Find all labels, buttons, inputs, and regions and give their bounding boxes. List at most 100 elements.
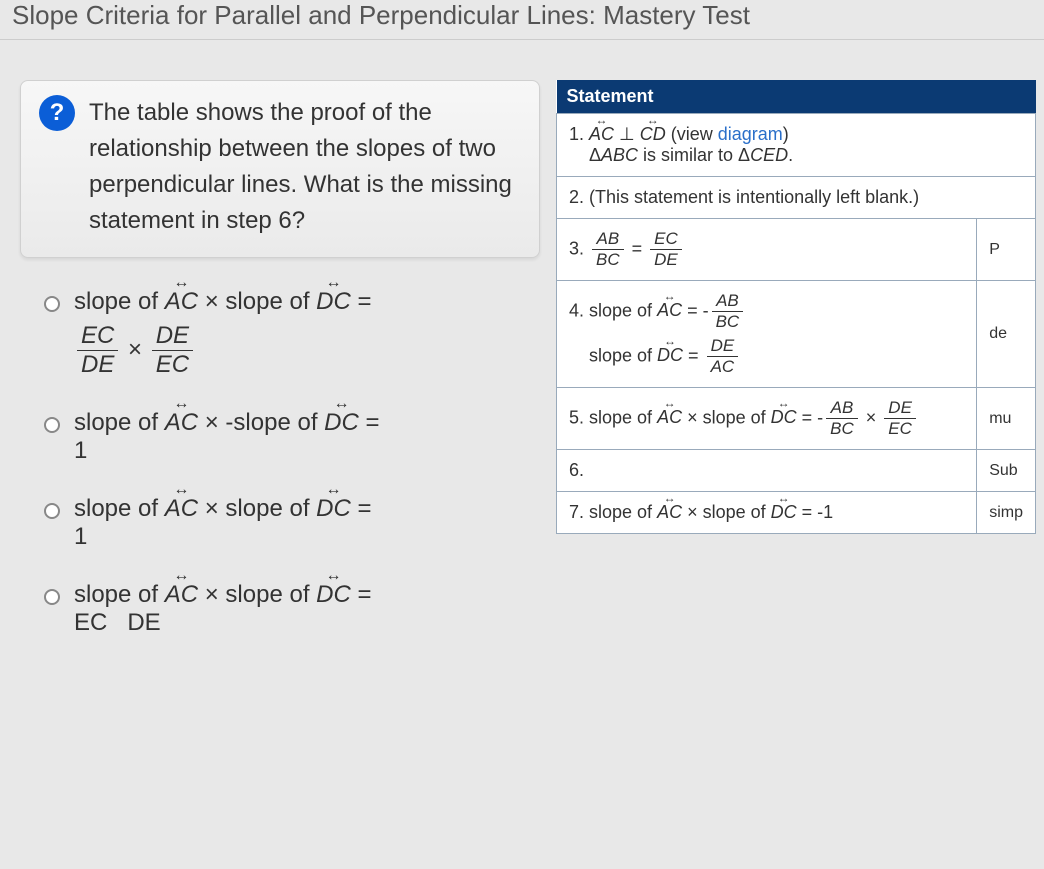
text: × slope of (682, 502, 771, 522)
fraction: ABBC (712, 291, 744, 332)
text: (view (666, 124, 718, 144)
reason-5: mu (977, 388, 1036, 450)
text: = (351, 288, 372, 315)
option-a[interactable]: slope of AC × slope of DC = ECDE × DEEC (44, 288, 540, 379)
text: = -1 (797, 502, 834, 522)
segment-DC: DC (316, 288, 351, 316)
segment-DC: DC (771, 407, 797, 428)
statement-5: 5. slope of AC × slope of DC = -ABBC × D… (557, 388, 977, 450)
text: 1 (74, 437, 380, 465)
text: CED (750, 145, 788, 165)
diagram-link[interactable]: diagram (718, 124, 783, 144)
segment-AC: AC (165, 581, 198, 609)
table-row: 5. slope of AC × slope of DC = -ABBC × D… (557, 388, 1036, 450)
denominator: EC (152, 351, 193, 379)
option-d-content: slope of AC × slope of DC = ECDE (74, 581, 372, 637)
main-content: ? The table shows the proof of the relat… (0, 40, 1044, 667)
text: 4. slope of (569, 300, 657, 320)
statement-1: 1. AC ⊥ CD (view diagram) ΔABC is simila… (557, 114, 1036, 177)
reason-6: Sub (977, 450, 1036, 492)
fraction: DEEC (152, 322, 193, 379)
text: × slope of (198, 495, 316, 522)
text: Δ (589, 145, 601, 165)
fraction: ECDE (650, 229, 682, 270)
text: slope of (74, 288, 165, 315)
table-row: 2. (This statement is intentionally left… (557, 177, 1036, 219)
question-icon: ? (39, 95, 75, 131)
option-b-content: slope of AC × -slope of DC = 1 (74, 409, 380, 465)
denominator: EC (884, 419, 916, 439)
segment-DC: DC (657, 345, 683, 366)
fraction: DEAC (707, 336, 739, 377)
denominator: AC (707, 357, 739, 377)
left-panel: ? The table shows the proof of the relat… (20, 80, 540, 667)
statement-2: 2. (This statement is intentionally left… (557, 177, 1036, 219)
radio-icon (44, 589, 60, 605)
question-text: The table shows the proof of the relatio… (89, 95, 521, 239)
page-title: Slope Criteria for Parallel and Perpendi… (0, 0, 1044, 40)
statement-6: 6. (557, 450, 977, 492)
text: 3. (569, 238, 589, 258)
segment-AC: AC (657, 502, 682, 523)
numerator: DE (152, 322, 193, 351)
numerator: EC (77, 322, 118, 351)
numerator: AB (592, 229, 624, 250)
segment-AC: AC (165, 495, 198, 523)
segment-AC: AC (657, 407, 682, 428)
option-b[interactable]: slope of AC × -slope of DC = 1 (44, 409, 540, 465)
text: × -slope of (198, 409, 324, 436)
text: 5. slope of (569, 407, 657, 427)
table-row: 6. Sub (557, 450, 1036, 492)
segment-AC: AC (165, 288, 198, 316)
numerator: DE (707, 336, 739, 357)
fraction: DEEC (884, 398, 916, 439)
text: = - (797, 407, 824, 427)
text: = (683, 345, 704, 365)
text: slope of (74, 581, 165, 608)
numerator: AB (712, 291, 744, 312)
option-c-content: slope of AC × slope of DC = 1 (74, 495, 372, 551)
option-c[interactable]: slope of AC × slope of DC = 1 (44, 495, 540, 551)
segment-CD: CD (640, 124, 666, 145)
denominator: BC (592, 250, 624, 270)
numerator: DE (884, 398, 916, 419)
option-d[interactable]: slope of AC × slope of DC = ECDE (44, 581, 540, 637)
statement-3: 3. ABBC = ECDE (557, 219, 977, 281)
numerator: AB (826, 398, 858, 419)
radio-icon (44, 417, 60, 433)
denominator: BC (712, 312, 744, 332)
text: ABC (601, 145, 638, 165)
table-row: 1. AC ⊥ CD (view diagram) ΔABC is simila… (557, 114, 1036, 177)
table-header-statement: Statement (557, 80, 1036, 114)
text: EC (74, 609, 107, 636)
table-row: 3. ABBC = ECDE P (557, 219, 1036, 281)
denominator: DE (650, 250, 682, 270)
text: × slope of (682, 407, 771, 427)
segment-DC: DC (324, 409, 359, 437)
text: × slope of (198, 288, 316, 315)
text: 7. slope of (569, 502, 657, 522)
text: slope of (74, 409, 165, 436)
denominator: BC (826, 419, 858, 439)
text: DE (127, 609, 160, 636)
radio-icon (44, 503, 60, 519)
proof-table: Statement 1. AC ⊥ CD (view diagram) ΔABC… (556, 80, 1036, 534)
question-box: ? The table shows the proof of the relat… (20, 80, 540, 258)
right-panel: Statement 1. AC ⊥ CD (view diagram) ΔABC… (556, 80, 1036, 667)
text: × (121, 336, 148, 363)
option-a-content: slope of AC × slope of DC = ECDE × DEEC (74, 288, 372, 379)
reason-3: P (977, 219, 1036, 281)
fraction: ABBC (592, 229, 624, 270)
text: = - (682, 300, 709, 320)
reason-7: simp (977, 492, 1036, 534)
reason-4: de (977, 281, 1036, 388)
fraction: ABBC (826, 398, 858, 439)
table-row: 4. slope of AC = -ABBC slope of DC = DEA… (557, 281, 1036, 388)
text: = (627, 238, 648, 258)
text: . (788, 145, 793, 165)
text: is similar to Δ (638, 145, 750, 165)
text: = (359, 409, 380, 436)
text: × slope of (198, 581, 316, 608)
statement-7: 7. slope of AC × slope of DC = -1 (557, 492, 977, 534)
segment-DC: DC (771, 502, 797, 523)
